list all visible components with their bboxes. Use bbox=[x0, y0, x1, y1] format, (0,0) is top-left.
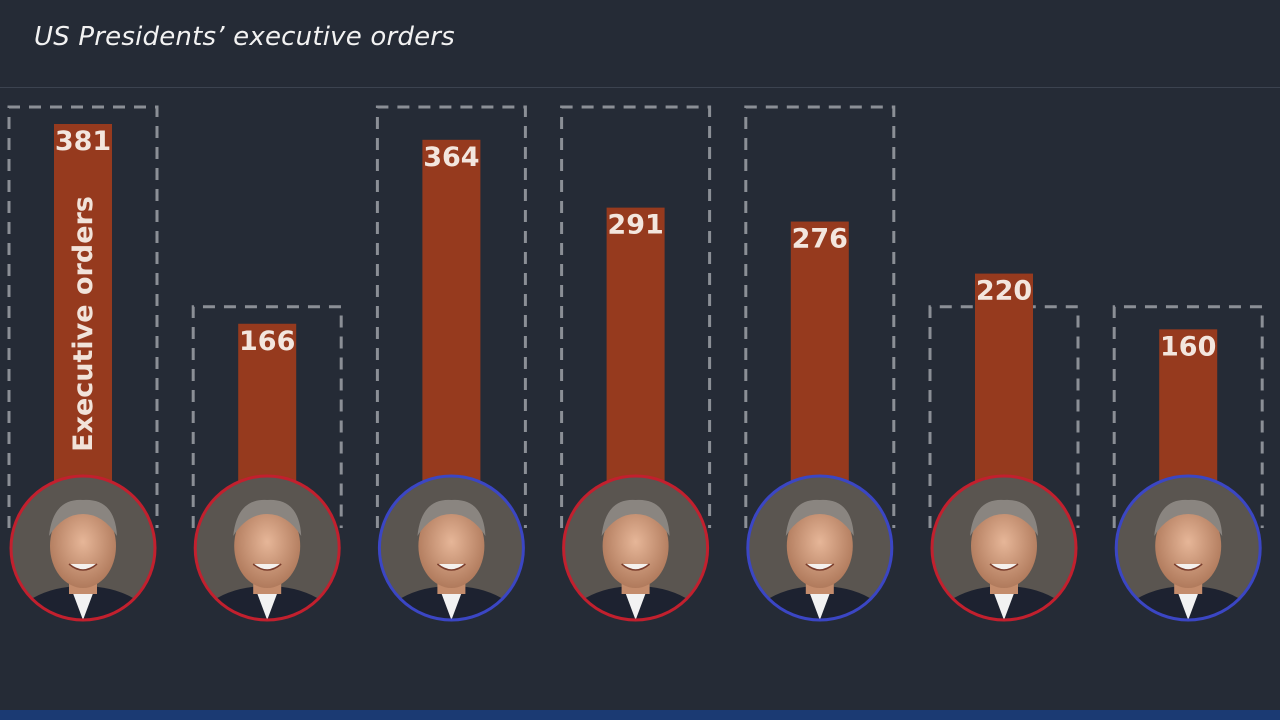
value-label-7: 160 bbox=[1160, 331, 1216, 362]
bar-1 bbox=[54, 124, 112, 488]
chart-title: US Presidents’ executive orders bbox=[34, 22, 455, 52]
portrait-1 bbox=[9, 474, 157, 622]
portrait-7 bbox=[1114, 474, 1262, 622]
value-label-4: 291 bbox=[607, 210, 663, 241]
y-axis-label-group: Executive orders bbox=[68, 196, 99, 452]
value-label-2: 166 bbox=[239, 326, 295, 357]
bar-chart: 381 166 364 291 276 220 160 Executive orders bbox=[7, 105, 1264, 622]
portrait-2 bbox=[193, 474, 341, 622]
dashed-box-4 bbox=[560, 105, 712, 528]
portrait-3 bbox=[377, 474, 525, 622]
portrait-6 bbox=[930, 474, 1078, 622]
portrait-ring-1 bbox=[9, 474, 157, 622]
portrait-5 bbox=[746, 474, 894, 622]
value-labels: 381 166 364 291 276 220 160 bbox=[55, 126, 1217, 362]
portrait-ring-5 bbox=[746, 474, 894, 622]
dashed-box-7 bbox=[1112, 305, 1264, 528]
bars bbox=[54, 124, 1218, 488]
bar-4 bbox=[606, 207, 665, 488]
bar-3 bbox=[422, 139, 481, 488]
dashed-box-5 bbox=[744, 105, 896, 528]
value-label-1: 381 bbox=[55, 126, 111, 157]
header-divider bbox=[0, 87, 1280, 88]
portrait-4 bbox=[562, 474, 710, 622]
portraits bbox=[9, 474, 1262, 622]
portrait-ring-4 bbox=[562, 474, 710, 622]
value-label-5: 276 bbox=[792, 224, 848, 255]
footer-bar bbox=[0, 710, 1280, 720]
dashed-box-3 bbox=[375, 105, 527, 528]
y-axis-label: Executive orders bbox=[68, 196, 99, 452]
dashed-box-2 bbox=[191, 305, 343, 528]
bar-2 bbox=[238, 323, 297, 488]
value-label-3: 364 bbox=[423, 142, 479, 173]
portrait-ring-6 bbox=[930, 474, 1078, 622]
value-label-6: 220 bbox=[976, 276, 1032, 307]
portrait-ring-3 bbox=[377, 474, 525, 622]
bar-7 bbox=[1159, 329, 1218, 488]
bar-5 bbox=[790, 221, 849, 488]
portrait-ring-7 bbox=[1114, 474, 1262, 622]
bar-6 bbox=[975, 273, 1033, 488]
portrait-ring-2 bbox=[193, 474, 341, 622]
dashed-box-1 bbox=[7, 105, 159, 528]
